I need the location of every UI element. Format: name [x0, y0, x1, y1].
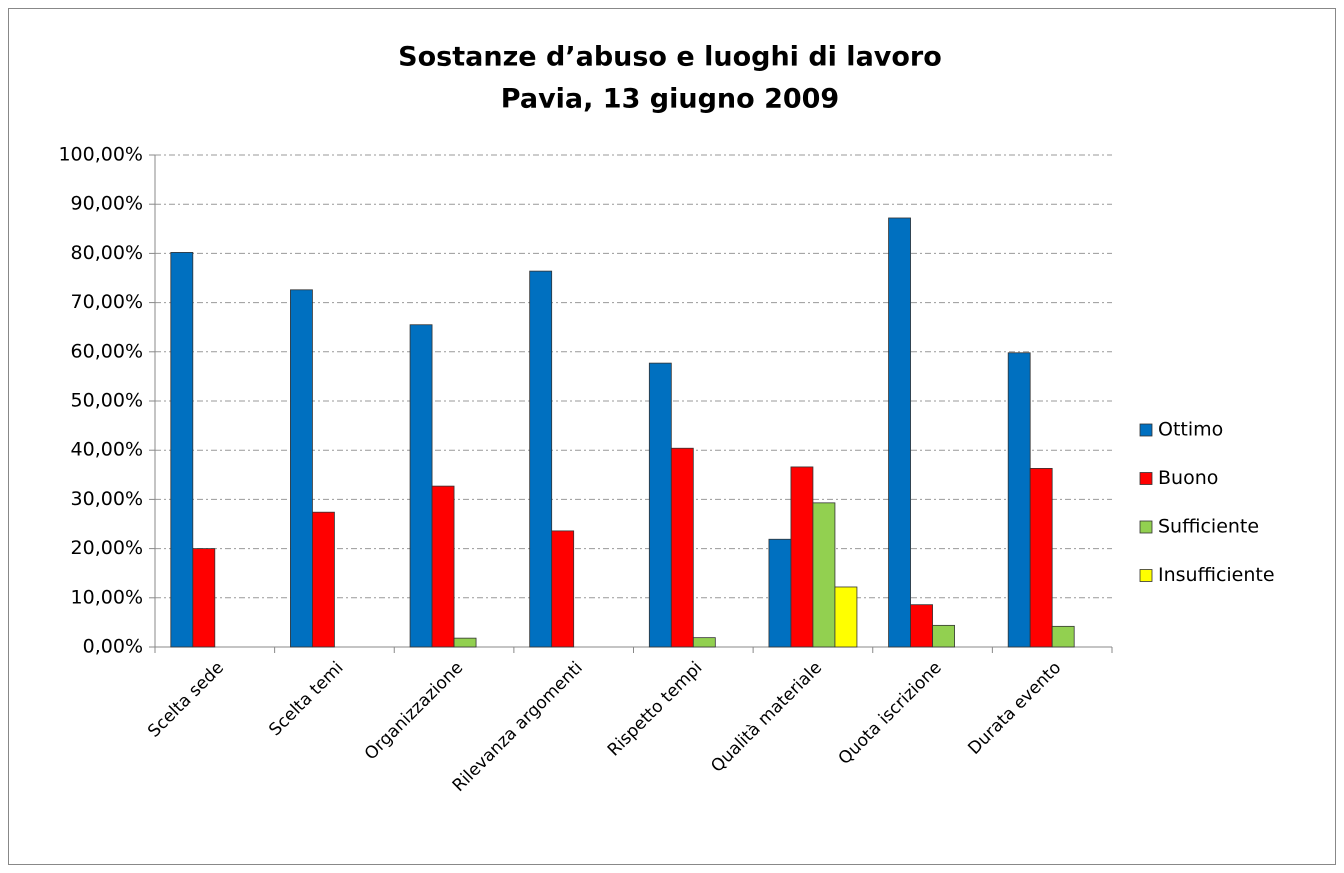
bar: [290, 289, 313, 648]
y-tick-label: 60,00%: [71, 340, 143, 362]
bar: [888, 217, 911, 648]
bar: [670, 447, 694, 648]
bar: [170, 252, 194, 648]
bar: [812, 502, 836, 648]
bar: [790, 466, 814, 648]
legend-label: Ottimo: [1158, 419, 1223, 441]
legend-label: Sufficiente: [1158, 516, 1259, 538]
bar: [910, 604, 933, 648]
bar: [431, 485, 455, 648]
legend-swatch: [1139, 472, 1153, 485]
y-tick-label: 50,00%: [71, 390, 143, 412]
legend-label: Buono: [1158, 467, 1218, 489]
y-tick-label: 30,00%: [71, 488, 143, 510]
y-tick-label: 90,00%: [71, 193, 143, 215]
y-tick-label: 80,00%: [71, 242, 143, 264]
bar: [192, 548, 216, 648]
y-tick-label: 20,00%: [71, 537, 143, 559]
legend-swatch: [1139, 423, 1153, 437]
bar: [551, 530, 575, 648]
y-tick-label: 40,00%: [71, 439, 143, 461]
bar: [409, 324, 433, 648]
bar: [312, 511, 335, 648]
legend-swatch: [1139, 569, 1153, 582]
bar: [453, 637, 477, 648]
bar: [692, 637, 716, 648]
legend-swatch: [1139, 520, 1153, 534]
chart-subtitle: Pavia, 13 giugno 2009: [501, 84, 839, 115]
bar: [529, 270, 553, 648]
bar: [834, 586, 858, 648]
legend-label: Insufficiente: [1158, 564, 1275, 586]
y-tick-label: 10,00%: [71, 586, 143, 608]
y-tick-label: 100,00%: [58, 144, 143, 166]
bar: [1051, 625, 1075, 648]
y-tick-label: 70,00%: [71, 291, 143, 313]
bar: [1029, 468, 1053, 648]
chart-border: [8, 8, 1336, 865]
y-tick-label: 0,00%: [83, 636, 143, 658]
bar: [648, 362, 672, 648]
bar: [932, 624, 955, 648]
bar: [1007, 352, 1031, 648]
chart-title: Sostanze d’abuso e luoghi di lavoro: [398, 42, 942, 73]
bar: [768, 538, 792, 648]
